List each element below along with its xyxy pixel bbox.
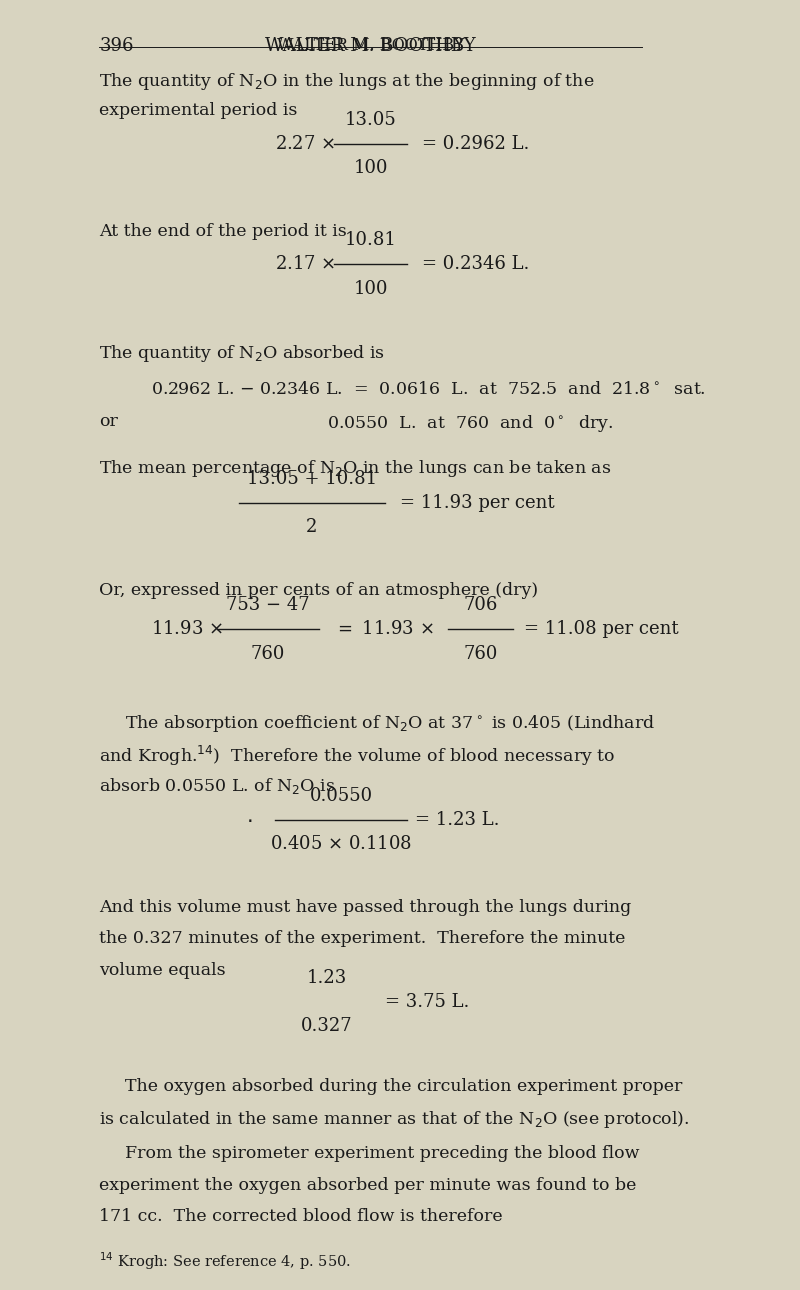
Text: And this volume must have passed through the lungs during: And this volume must have passed through… (99, 899, 632, 916)
Text: 100: 100 (354, 159, 388, 177)
Text: = 11.93 per cent: = 11.93 per cent (400, 494, 554, 512)
Text: or: or (99, 413, 118, 430)
Text: 0.0550: 0.0550 (310, 787, 373, 805)
Text: 11.93 $\times$: 11.93 $\times$ (150, 620, 222, 639)
Text: 2: 2 (306, 519, 318, 537)
Text: 13.05: 13.05 (345, 111, 397, 129)
Text: WALTER M. BOOTHBY: WALTER M. BOOTHBY (266, 37, 476, 55)
Text: 0.405 $\times$ 0.1108: 0.405 $\times$ 0.1108 (270, 836, 412, 854)
Text: 13.05 + 10.81: 13.05 + 10.81 (247, 470, 377, 488)
Text: is calculated in the same manner as that of the N$_2$O (see protocol).: is calculated in the same manner as that… (99, 1109, 690, 1130)
Text: experiment the oxygen absorbed per minute was found to be: experiment the oxygen absorbed per minut… (99, 1176, 637, 1193)
Text: 760: 760 (250, 645, 285, 663)
Text: 0.2962 L. $-$ 0.2346 L.  =  0.0616  L.  at  752.5  and  21.8$^\circ$  sat.: 0.2962 L. $-$ 0.2346 L. = 0.0616 L. at 7… (150, 382, 706, 399)
Text: The absorption coefficient of N$_2$O at 37$^\circ$ is 0.405 (Lindhard: The absorption coefficient of N$_2$O at … (125, 713, 655, 734)
Text: experimental period is: experimental period is (99, 102, 298, 119)
Text: volume equals: volume equals (99, 962, 226, 979)
Text: 396: 396 (99, 37, 134, 55)
Text: = 0.2962 L.: = 0.2962 L. (422, 135, 530, 152)
Text: = 3.75 L.: = 3.75 L. (386, 993, 470, 1011)
Text: = 1.23 L.: = 1.23 L. (414, 811, 499, 829)
Text: The mean percentage of N$_2$O in the lungs can be taken as: The mean percentage of N$_2$O in the lun… (99, 458, 612, 480)
Text: 706: 706 (463, 596, 498, 614)
Text: 100: 100 (354, 280, 388, 298)
Text: 171 cc.  The corrected blood flow is therefore: 171 cc. The corrected blood flow is ther… (99, 1207, 503, 1226)
Text: 760: 760 (463, 645, 498, 663)
Text: The quantity of N$_2$O in the lungs at the beginning of the: The quantity of N$_2$O in the lungs at t… (99, 71, 595, 92)
Text: absorb 0.0550 L. of N$_2$O is: absorb 0.0550 L. of N$_2$O is (99, 775, 336, 796)
Text: At the end of the period it is: At the end of the period it is (99, 223, 347, 240)
Text: 2.27 $\times$: 2.27 $\times$ (275, 135, 335, 152)
Text: $\cdot$: $\cdot$ (246, 811, 252, 829)
Text: 2.17 $\times$: 2.17 $\times$ (275, 255, 336, 273)
Text: 0.327: 0.327 (301, 1017, 353, 1035)
Text: The quantity of N$_2$O absorbed is: The quantity of N$_2$O absorbed is (99, 343, 386, 364)
Text: = 11.08 per cent: = 11.08 per cent (525, 620, 679, 639)
Text: and Krogh.$^{14}$)  Therefore the volume of blood necessary to: and Krogh.$^{14}$) Therefore the volume … (99, 744, 616, 769)
Text: $=$ 11.93 $\times$: $=$ 11.93 $\times$ (334, 620, 434, 639)
Text: Or, expressed in per cents of an atmosphere (dry): Or, expressed in per cents of an atmosph… (99, 582, 538, 599)
Text: the 0.327 minutes of the experiment.  Therefore the minute: the 0.327 minutes of the experiment. The… (99, 930, 626, 947)
Text: From the spirometer experiment preceding the blood flow: From the spirometer experiment preceding… (125, 1146, 639, 1162)
Text: = 0.2346 L.: = 0.2346 L. (422, 255, 530, 273)
Text: WALTER M. BOOTHBY: WALTER M. BOOTHBY (277, 37, 464, 54)
Text: 1.23: 1.23 (306, 969, 346, 987)
Text: The oxygen absorbed during the circulation experiment proper: The oxygen absorbed during the circulati… (125, 1077, 682, 1095)
Text: 753 − 47: 753 − 47 (226, 596, 310, 614)
Text: 0.0550  L.  at  760  and  0$^\circ$  dry.: 0.0550 L. at 760 and 0$^\circ$ dry. (326, 413, 613, 433)
Text: $^{14}$ Krogh: See reference 4, p. 550.: $^{14}$ Krogh: See reference 4, p. 550. (99, 1250, 351, 1272)
Text: 10.81: 10.81 (345, 231, 397, 249)
